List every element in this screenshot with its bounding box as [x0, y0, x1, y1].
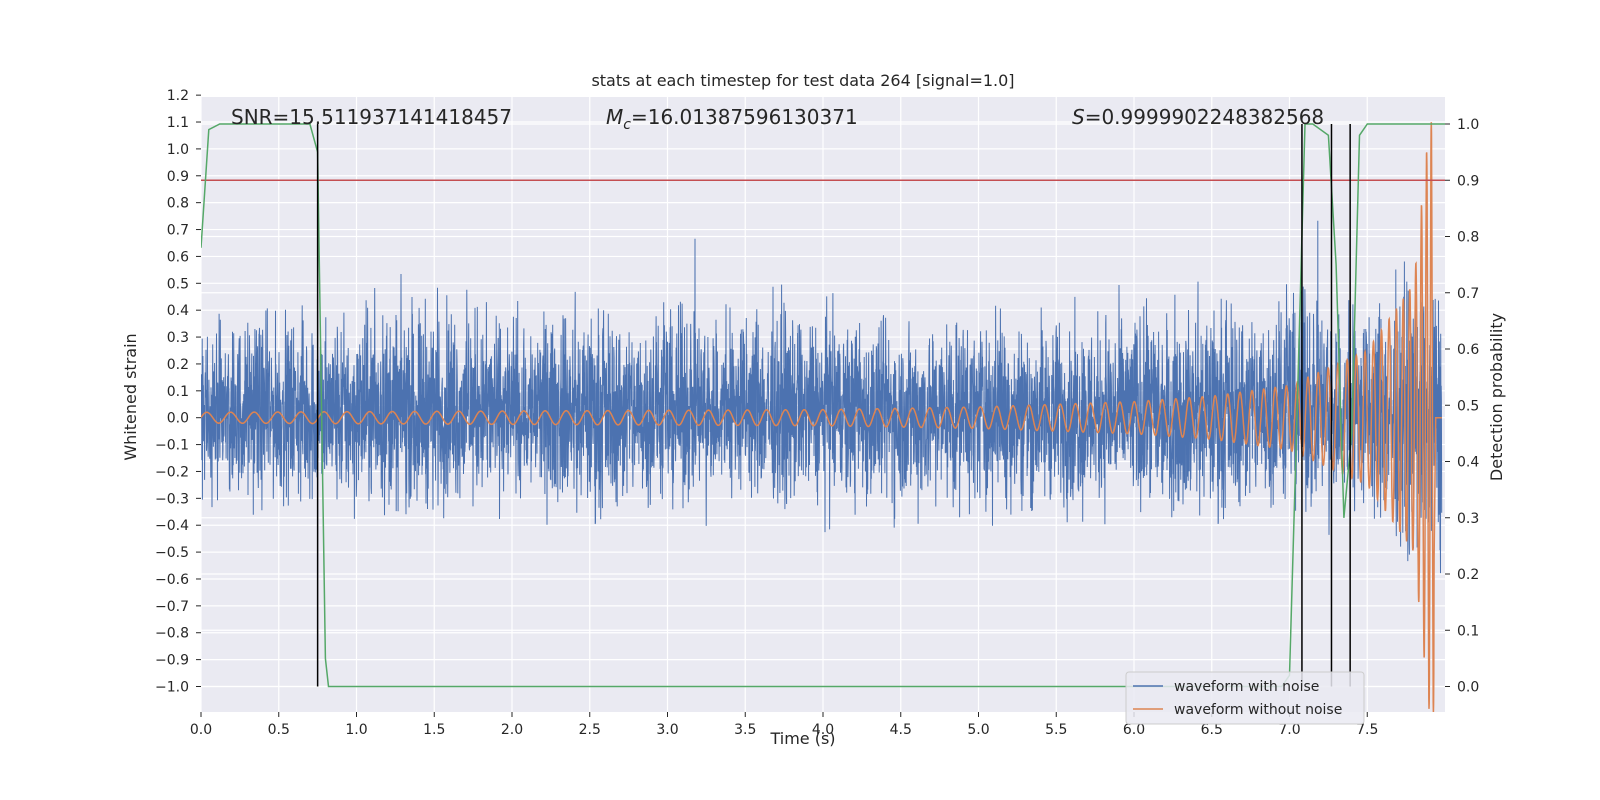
y-tick-label-right: 0.5	[1457, 398, 1479, 414]
y-tick-label-left: −0.3	[155, 491, 189, 507]
chirp-mass-annotation: Mc=16.01387596130371	[606, 105, 858, 133]
y-tick-label-right: 0.6	[1457, 342, 1479, 358]
chirp-mass-value: =16.01387596130371	[631, 105, 858, 129]
detection-markers	[316, 124, 1351, 687]
x-tick-label: 7.5	[1356, 722, 1378, 738]
x-tick-label: 6.5	[1201, 722, 1223, 738]
y-tick-label-right: 0.7	[1457, 286, 1479, 302]
x-tick-label: 4.5	[890, 722, 912, 738]
y-tick-label-left: 0.7	[167, 223, 189, 239]
y-tick-label-left: −0.6	[155, 572, 189, 588]
y-tick-label-left: 0.5	[167, 276, 189, 292]
y-tick-label-left: 1.1	[167, 115, 189, 131]
legend-box	[1125, 671, 1365, 725]
y-tick-label-left: 0.2	[167, 357, 189, 373]
y-tick-label-left: −0.5	[155, 545, 189, 561]
x-tick-label: 7.0	[1278, 722, 1300, 738]
y-tick-label-left: 0.3	[167, 330, 189, 346]
y-tick-label-right: 0.8	[1457, 230, 1479, 246]
legend-label-noise: waveform with noise	[1174, 679, 1319, 695]
x-tick-label: 4.0	[812, 722, 834, 738]
score-annotation: S=0.9999902248382568	[1072, 105, 1324, 129]
legend-label-clean: waveform without noise	[1174, 702, 1342, 718]
y-tick-label-left: 1.2	[167, 88, 189, 104]
score-value: =0.9999902248382568	[1085, 105, 1324, 129]
y-tick-label-left: 0.1	[167, 384, 189, 400]
y-tick-label-right: 0.1	[1457, 623, 1479, 639]
chirp-mass-subscript: c	[623, 117, 631, 133]
x-tick-label: 6.0	[1123, 722, 1145, 738]
y-axis-label-left: Whitened strain	[121, 333, 140, 460]
x-tick-label: 0.5	[268, 722, 290, 738]
y-tick-label-left: 0.4	[167, 303, 189, 319]
y-tick-label-right: 1.0	[1457, 117, 1479, 133]
y-tick-label-left: −0.2	[155, 464, 189, 480]
y-tick-label-right: 0.3	[1457, 511, 1479, 527]
y-tick-label-right: 0.2	[1457, 567, 1479, 583]
y-tick-label-left: −1.0	[155, 680, 189, 696]
right-axis-ticks: 1.0 0.9 0.8 0.7 0.6 0.5 0.4 0.3 0.2 0.1 0.0	[1445, 117, 1479, 696]
y-tick-label-left: 0.8	[167, 196, 189, 212]
x-tick-label: 2.5	[579, 722, 601, 738]
y-tick-label-left: 1.0	[167, 142, 189, 158]
x-tick-label: 3.0	[656, 722, 678, 738]
y-tick-label-left: 0.0	[167, 411, 189, 427]
x-axis-label: Time (s)	[769, 729, 835, 748]
left-axis-ticks: 1.2 1.1 1.0 0.9 0.8 0.7 0.6 0.5 0.4 0.3 0.2 0.1 0.0 −…	[155, 88, 201, 696]
x-tick-label: 0.0	[190, 722, 212, 738]
x-axis-ticks: 0.0 0.5 1.0 1.5 2.0 2.5 3.0 3.5 4.0 4.5 5.0 5.5 6.0 6…	[190, 712, 1378, 738]
snr-annotation: SNR=15.511937141418457	[231, 105, 512, 129]
x-tick-label: 5.5	[1045, 722, 1067, 738]
y-tick-label-right: 0.9	[1457, 173, 1479, 189]
y-tick-label-left: 0.6	[167, 249, 189, 265]
y-tick-label-left: −0.8	[155, 626, 189, 642]
y-tick-label-left: −0.1	[155, 438, 189, 454]
y-tick-label-right: 0.0	[1457, 680, 1479, 696]
x-tick-label: 2.0	[501, 722, 523, 738]
chart-title: stats at each timestep for test data 264…	[591, 71, 1014, 90]
waveform-without-noise-line	[201, 122, 1442, 712]
score-symbol: S	[1072, 105, 1085, 129]
x-tick-label: 5.0	[967, 722, 989, 738]
x-tick-label: 1.5	[423, 722, 445, 738]
legend: waveform with noise waveform without noi…	[1125, 671, 1365, 725]
x-tick-label: 1.0	[345, 722, 367, 738]
y-tick-label-left: −0.9	[155, 653, 189, 669]
y-tick-label-right: 0.4	[1457, 455, 1479, 471]
y-tick-label-left: −0.7	[155, 599, 189, 615]
y-tick-label-left: −0.4	[155, 518, 189, 534]
y-axis-label-right: Detection probability	[1487, 313, 1506, 481]
waveform-with-noise-line	[201, 220, 1443, 574]
y-tick-label-left: 0.9	[167, 169, 189, 185]
chirp-mass-symbol: M	[606, 105, 623, 129]
x-tick-label: 3.5	[734, 722, 756, 738]
